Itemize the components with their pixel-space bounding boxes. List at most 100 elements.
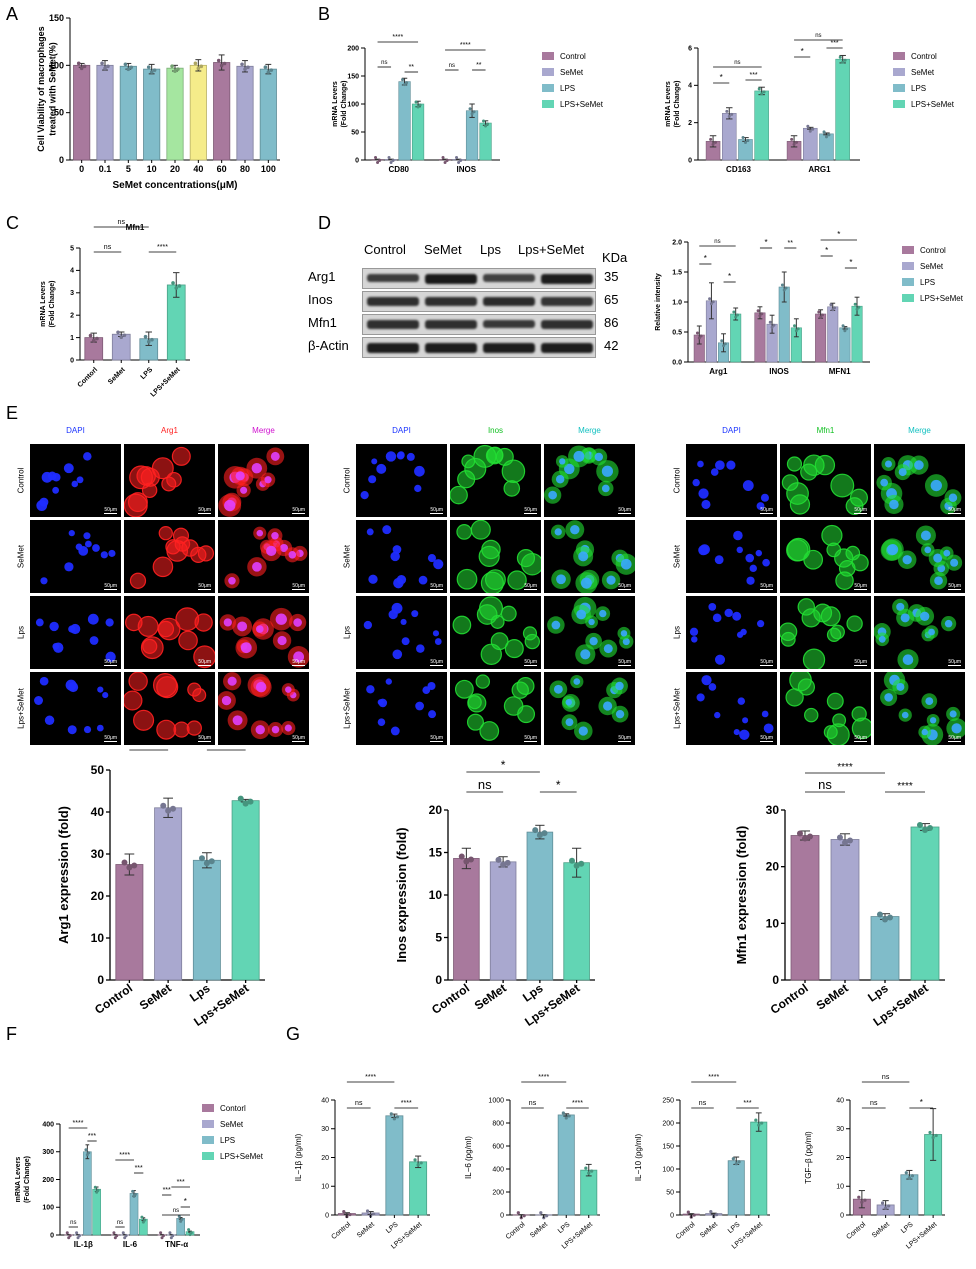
nucleus: [565, 718, 574, 727]
chart-g-il6: 0 200 400 600 800 1000 IL−6 (pg/ml) Control SeMe…: [464, 1074, 600, 1251]
micro-row-label: Lps+SeMet: [16, 687, 26, 729]
y-tick-label: 10: [836, 1184, 844, 1191]
data-point: [855, 307, 859, 311]
blot-band: [425, 274, 477, 284]
bar: [557, 1114, 575, 1216]
micrograph: 50μm: [874, 520, 965, 593]
cell-body: [138, 616, 159, 637]
nucleus: [732, 611, 742, 621]
y-tick-label: 0: [500, 1212, 504, 1219]
data-point: [418, 103, 422, 107]
legend-label: LPS: [920, 278, 935, 287]
data-point: [441, 155, 445, 159]
y-axis-label: Arg1 expression (fold): [56, 806, 71, 944]
data-point: [266, 70, 271, 74]
cell-body: [190, 547, 206, 563]
bar: [119, 65, 137, 161]
nucleus: [221, 695, 232, 706]
cell-membrane: [466, 713, 484, 731]
nucleus: [432, 630, 440, 637]
x-tick-label: CD163: [726, 165, 751, 174]
data-point: [143, 334, 148, 339]
cell-membrane: [786, 456, 803, 472]
data-point: [760, 1121, 764, 1125]
significance-label: *: [720, 73, 723, 82]
data-point: [484, 124, 488, 128]
nucleus: [933, 553, 943, 563]
nucleus: [740, 628, 747, 636]
micrograph: 50μm: [450, 520, 541, 593]
nucleus: [68, 682, 79, 693]
bar: [192, 859, 221, 981]
micrograph: 50μm: [30, 672, 121, 745]
nucleus: [240, 486, 248, 494]
nucleus: [96, 724, 104, 732]
bar: [83, 1151, 92, 1236]
cell-body: [852, 718, 871, 739]
blot-kda: 35: [604, 269, 619, 284]
y-tick-label: 50: [54, 108, 64, 118]
chart-b-cd163-arg1: 0 2 4 6 mRNA Levers (Fold Change) CD163 ARG1 ns *…: [665, 33, 955, 174]
data-point: [686, 1210, 690, 1214]
nucleus: [434, 638, 442, 645]
data-point: [928, 1130, 932, 1135]
nucleus: [385, 678, 392, 685]
nucleus: [288, 551, 297, 559]
cell-membrane: [193, 645, 215, 669]
data-point: [541, 830, 548, 837]
nucleus: [68, 530, 75, 537]
data-point: [794, 140, 798, 144]
cell-membrane: [178, 630, 198, 651]
data-point: [103, 66, 107, 71]
significance-label: *: [920, 1098, 923, 1107]
y-tick-label: 10: [91, 931, 105, 945]
data-point: [85, 1153, 89, 1157]
significance-label: **: [409, 64, 415, 71]
cell-membrane: [480, 571, 504, 593]
micrograph: 50μm: [30, 444, 121, 517]
significance-label: ***: [743, 1100, 751, 1107]
bar: [526, 831, 554, 981]
blot-band: [367, 297, 419, 306]
data-point: [516, 1211, 520, 1215]
scale-bar: 50μm: [104, 659, 117, 666]
data-point: [168, 1231, 172, 1235]
micro-column-label: Merge: [578, 426, 601, 435]
significance-label: ns: [355, 1100, 363, 1107]
data-point: [802, 835, 808, 842]
data-point: [746, 138, 750, 142]
nucleus: [689, 627, 699, 636]
micrograph-image: [224, 526, 308, 589]
nucleus: [377, 718, 386, 726]
data-point: [240, 62, 244, 67]
blot-header-lps-semet: Lps+SeMet: [518, 242, 585, 257]
data-point: [76, 61, 81, 66]
nucleus: [105, 618, 114, 627]
nucleus: [898, 468, 907, 477]
y-tick-label: 50: [91, 763, 105, 777]
legend-swatch: [542, 52, 554, 60]
data-point: [121, 859, 128, 866]
y-tick-label: 20: [321, 1155, 329, 1162]
cell-body: [502, 460, 525, 483]
cell-body: [523, 626, 537, 640]
y-tick-label: 20: [429, 803, 443, 817]
data-point: [841, 324, 845, 328]
y-tick-label: 0.5: [672, 329, 682, 336]
data-point: [123, 1236, 127, 1240]
micrograph: 50μm: [124, 520, 215, 593]
cell-body: [504, 696, 523, 716]
data-point: [416, 1163, 420, 1167]
blot-band: [541, 343, 593, 353]
data-point: [113, 1236, 117, 1240]
nucleus: [755, 549, 763, 557]
data-point: [884, 1206, 888, 1210]
panel-label-f: F: [6, 1024, 17, 1044]
scale-bar: 50μm: [104, 507, 117, 514]
nucleus: [708, 603, 717, 611]
nucleus: [920, 530, 931, 541]
cell-membrane: [140, 636, 164, 660]
blot-band: [541, 274, 593, 284]
